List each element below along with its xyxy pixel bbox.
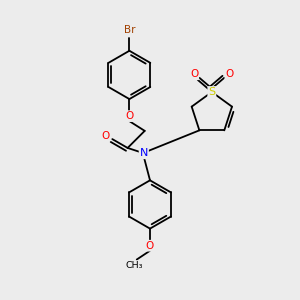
Text: O: O [146,241,154,251]
Text: O: O [190,69,198,79]
Text: S: S [208,87,215,97]
Text: O: O [102,130,110,141]
Text: O: O [225,69,234,79]
Text: N: N [140,148,148,158]
Text: O: O [125,111,134,121]
Text: CH₃: CH₃ [125,261,142,270]
Text: Br: Br [124,25,135,34]
